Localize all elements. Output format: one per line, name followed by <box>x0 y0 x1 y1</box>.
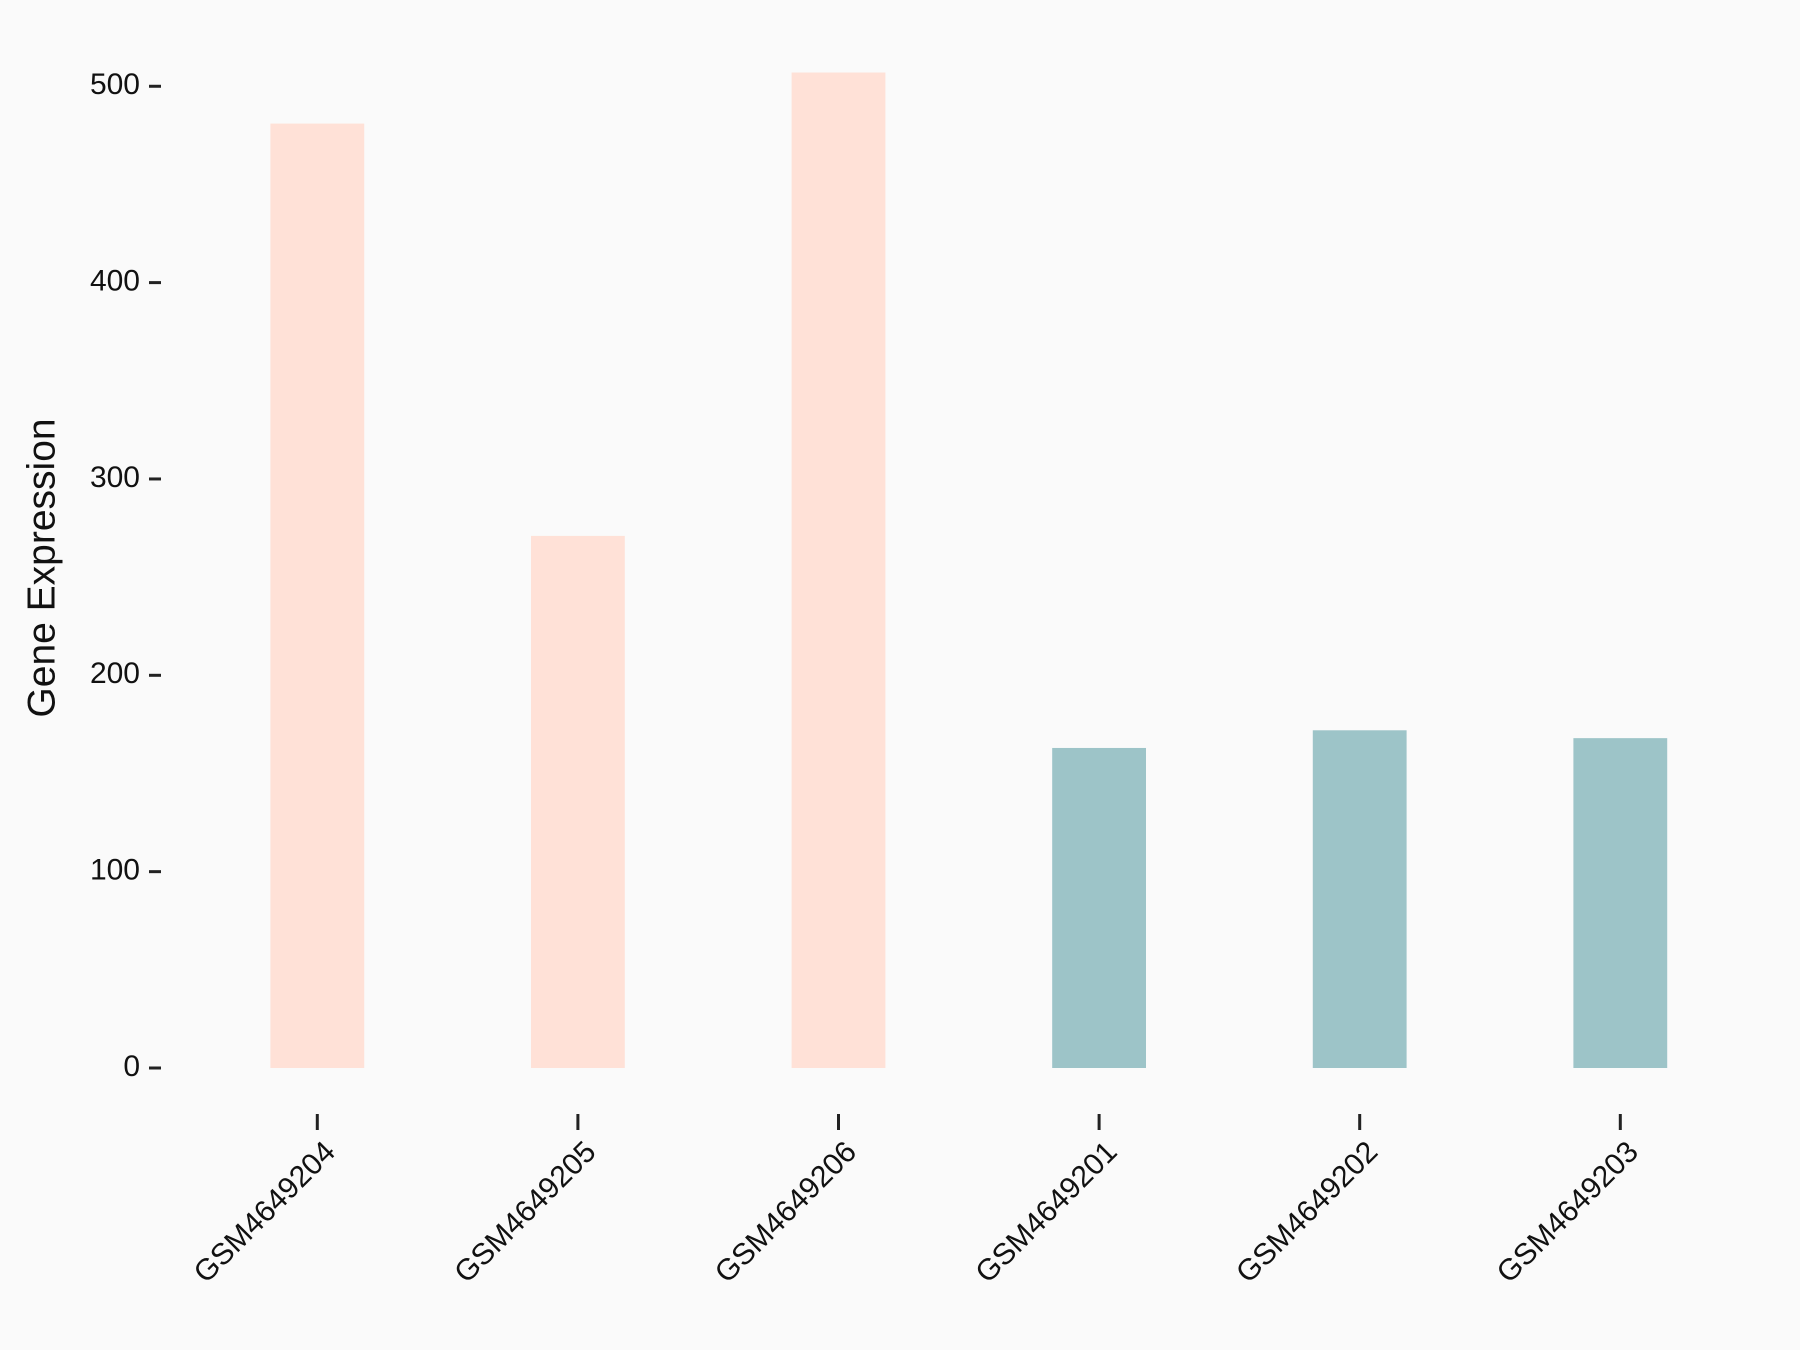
y-tick-label: 100 <box>90 854 140 887</box>
x-tick-label: GSM4649203 <box>1491 1135 1645 1289</box>
x-tick-label: GSM4649204 <box>188 1135 342 1289</box>
y-axis-title: Gene Expression <box>20 418 63 717</box>
x-tick-label: GSM4649206 <box>709 1135 863 1289</box>
bar <box>1312 730 1407 1068</box>
bar <box>791 72 886 1068</box>
y-tick-label: 300 <box>90 461 140 494</box>
x-tick-label: GSM4649201 <box>969 1135 1123 1289</box>
y-tick-label: 200 <box>90 657 140 690</box>
bar <box>530 535 625 1068</box>
y-tick-label: 400 <box>90 265 140 298</box>
y-tick-label: 500 <box>90 68 140 101</box>
bar <box>1052 747 1147 1068</box>
bar <box>1573 738 1668 1068</box>
x-tick-label: GSM4649202 <box>1230 1135 1384 1289</box>
y-tick-label: 0 <box>123 1050 140 1083</box>
bar <box>270 123 365 1068</box>
x-tick-label: GSM4649205 <box>448 1135 602 1289</box>
